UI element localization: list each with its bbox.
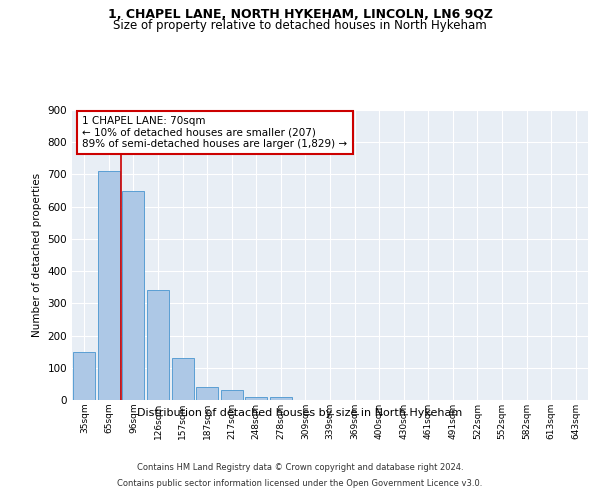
- Bar: [221, 390, 243, 400]
- Text: 1, CHAPEL LANE, NORTH HYKEHAM, LINCOLN, LN6 9QZ: 1, CHAPEL LANE, NORTH HYKEHAM, LINCOLN, …: [107, 8, 493, 20]
- Bar: [172, 358, 194, 400]
- Bar: [98, 171, 120, 400]
- Bar: [147, 290, 169, 400]
- Text: Contains public sector information licensed under the Open Government Licence v3: Contains public sector information licen…: [118, 478, 482, 488]
- Bar: [270, 397, 292, 400]
- Text: Contains HM Land Registry data © Crown copyright and database right 2024.: Contains HM Land Registry data © Crown c…: [137, 464, 463, 472]
- Bar: [245, 397, 268, 400]
- Text: Distribution of detached houses by size in North Hykeham: Distribution of detached houses by size …: [137, 408, 463, 418]
- Text: 1 CHAPEL LANE: 70sqm
← 10% of detached houses are smaller (207)
89% of semi-deta: 1 CHAPEL LANE: 70sqm ← 10% of detached h…: [82, 116, 347, 149]
- Bar: [73, 352, 95, 400]
- Bar: [122, 190, 145, 400]
- Text: Size of property relative to detached houses in North Hykeham: Size of property relative to detached ho…: [113, 19, 487, 32]
- Y-axis label: Number of detached properties: Number of detached properties: [32, 173, 42, 337]
- Bar: [196, 387, 218, 400]
